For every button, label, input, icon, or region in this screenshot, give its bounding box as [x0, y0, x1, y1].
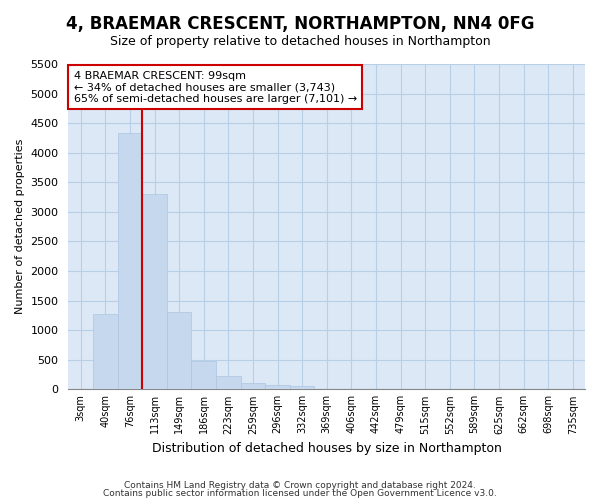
- Bar: [191, 361, 216, 390]
- Bar: [265, 385, 290, 390]
- Bar: [118, 132, 142, 390]
- X-axis label: Distribution of detached houses by size in Northampton: Distribution of detached houses by size …: [152, 442, 502, 455]
- Bar: [216, 376, 241, 390]
- Bar: [93, 314, 118, 390]
- Bar: [290, 386, 314, 390]
- Text: Contains public sector information licensed under the Open Government Licence v3: Contains public sector information licen…: [103, 489, 497, 498]
- Bar: [241, 384, 265, 390]
- Bar: [167, 312, 191, 390]
- Text: Size of property relative to detached houses in Northampton: Size of property relative to detached ho…: [110, 35, 490, 48]
- Text: 4, BRAEMAR CRESCENT, NORTHAMPTON, NN4 0FG: 4, BRAEMAR CRESCENT, NORTHAMPTON, NN4 0F…: [66, 15, 534, 33]
- Text: Contains HM Land Registry data © Crown copyright and database right 2024.: Contains HM Land Registry data © Crown c…: [124, 480, 476, 490]
- Y-axis label: Number of detached properties: Number of detached properties: [15, 139, 25, 314]
- Bar: [142, 194, 167, 390]
- Text: 4 BRAEMAR CRESCENT: 99sqm
← 34% of detached houses are smaller (3,743)
65% of se: 4 BRAEMAR CRESCENT: 99sqm ← 34% of detac…: [74, 70, 357, 104]
